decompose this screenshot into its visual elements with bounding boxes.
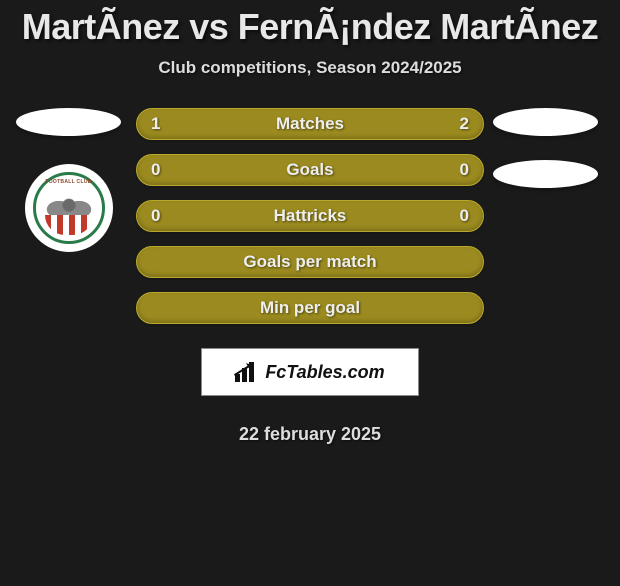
- team-logo-placeholder: [493, 160, 598, 188]
- stat-bar-goals: 0 Goals 0: [136, 154, 484, 186]
- right-team-column: [493, 108, 598, 188]
- stat-label: Goals per match: [243, 252, 376, 272]
- stat-right-value: 2: [460, 114, 469, 134]
- subtitle: Club competitions, Season 2024/2025: [10, 58, 610, 78]
- left-team-column: FOOTBALL CLUB: [16, 108, 121, 252]
- stat-bar-hattricks: 0 Hattricks 0: [136, 200, 484, 232]
- stat-bar-goals-per-match: Goals per match: [136, 246, 484, 278]
- stat-right-value: 0: [460, 160, 469, 180]
- stat-label: Min per goal: [260, 298, 360, 318]
- stat-bar-matches: 1 Matches 2: [136, 108, 484, 140]
- team-logo-placeholder: [493, 108, 598, 136]
- content-area: FOOTBALL CLUB 1 Matches 2 0 Goals 0: [10, 108, 610, 445]
- club-badge[interactable]: FOOTBALL CLUB: [25, 164, 113, 252]
- team-logo-placeholder: [16, 108, 121, 136]
- brand-text: FcTables.com: [265, 362, 384, 383]
- stat-bars: 1 Matches 2 0 Goals 0 0 Hattricks 0 Goal…: [136, 108, 484, 445]
- stat-label: Matches: [276, 114, 344, 134]
- stat-left-value: 1: [151, 114, 160, 134]
- brand-chart-icon: [235, 362, 259, 382]
- stat-right-value: 0: [460, 206, 469, 226]
- date-label: 22 february 2025: [136, 424, 484, 445]
- stat-left-value: 0: [151, 206, 160, 226]
- stat-label: Hattricks: [274, 206, 347, 226]
- stat-bar-min-per-goal: Min per goal: [136, 292, 484, 324]
- brand-link[interactable]: FcTables.com: [201, 348, 419, 396]
- comparison-card: MartÃ­nez vs FernÃ¡ndez MartÃ­nez Club c…: [0, 6, 620, 445]
- page-title: MartÃ­nez vs FernÃ¡ndez MartÃ­nez: [10, 6, 610, 48]
- stat-left-value: 0: [151, 160, 160, 180]
- club-badge-graphic: FOOTBALL CLUB: [33, 172, 105, 244]
- stat-label: Goals: [286, 160, 333, 180]
